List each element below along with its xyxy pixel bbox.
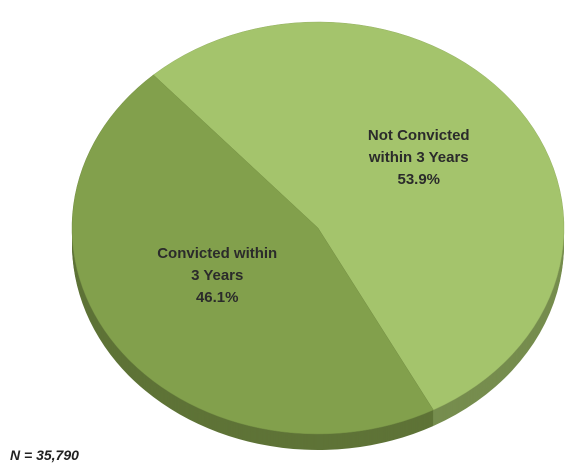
slice-label: Not Convicted within 3 Years	[367, 126, 470, 166]
slice	[71, 74, 434, 435]
slice	[153, 21, 565, 411]
value-label: 46.1%	[195, 289, 239, 307]
slice-label: Convicted within 3 Years	[157, 245, 278, 285]
value-label: 53.9%	[397, 170, 441, 188]
annotation: N = 35,790	[10, 447, 79, 463]
